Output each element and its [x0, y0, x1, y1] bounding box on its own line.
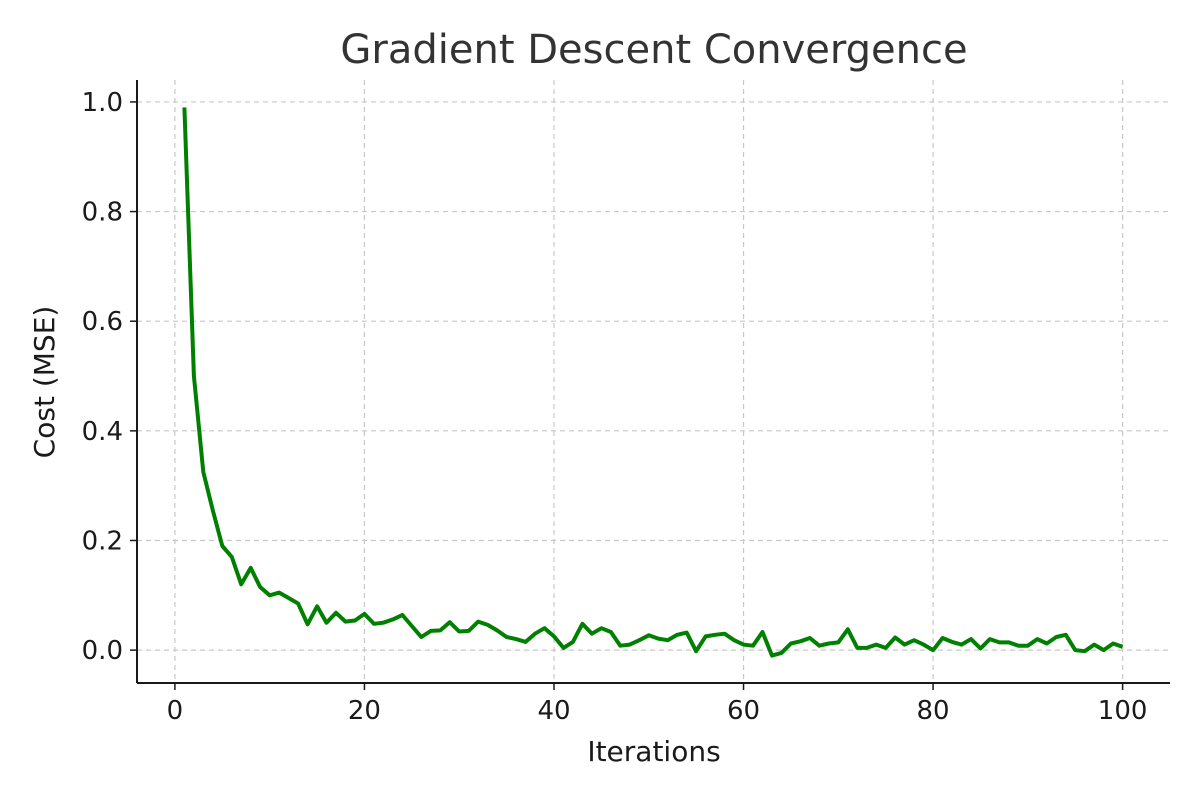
x-tick-label: 0 [167, 696, 184, 726]
y-tick-label: 0.8 [82, 198, 123, 228]
chart-title: Gradient Descent Convergence [340, 27, 967, 73]
y-tick-label: 0.6 [82, 307, 123, 337]
y-tick-label: 1.0 [82, 88, 123, 118]
x-tick-label: 20 [348, 696, 381, 726]
x-tick-label: 60 [727, 696, 760, 726]
x-tick-label: 100 [1098, 696, 1148, 726]
x-axis-label: Iterations [587, 735, 720, 768]
y-tick-label: 0.4 [82, 417, 123, 447]
x-tick-label: 40 [537, 696, 570, 726]
x-tick-label: 80 [917, 696, 950, 726]
x-axis-ticks: 0 20 40 60 80 100 [167, 683, 1148, 726]
y-tick-label: 0.0 [82, 636, 123, 666]
y-axis-label: Cost (MSE) [28, 306, 61, 459]
y-axis-ticks: 0.0 0.2 0.4 0.6 0.8 1.0 [82, 88, 137, 666]
series-layer [182, 107, 1124, 658]
y-tick-label: 0.2 [82, 526, 123, 556]
grid [137, 80, 1170, 683]
series-line-0 [182, 107, 1124, 658]
